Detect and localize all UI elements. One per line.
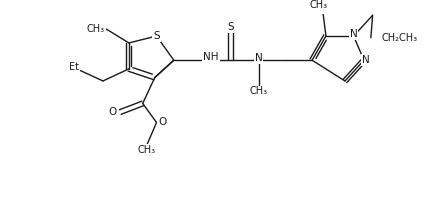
Text: CH₂CH₃: CH₂CH₃ — [381, 33, 418, 43]
Text: S: S — [227, 22, 234, 32]
Text: N: N — [350, 29, 358, 39]
Text: CH₃: CH₃ — [137, 145, 155, 155]
Text: NH: NH — [203, 52, 219, 63]
Text: N: N — [362, 55, 370, 65]
Text: CH₃: CH₃ — [250, 86, 268, 96]
Text: S: S — [153, 31, 160, 41]
Text: O: O — [158, 117, 167, 127]
Text: CH₃: CH₃ — [86, 24, 105, 34]
Text: Et: Et — [69, 62, 79, 72]
Text: CH₃: CH₃ — [310, 0, 328, 10]
Text: N: N — [255, 53, 263, 63]
Text: O: O — [108, 107, 117, 117]
